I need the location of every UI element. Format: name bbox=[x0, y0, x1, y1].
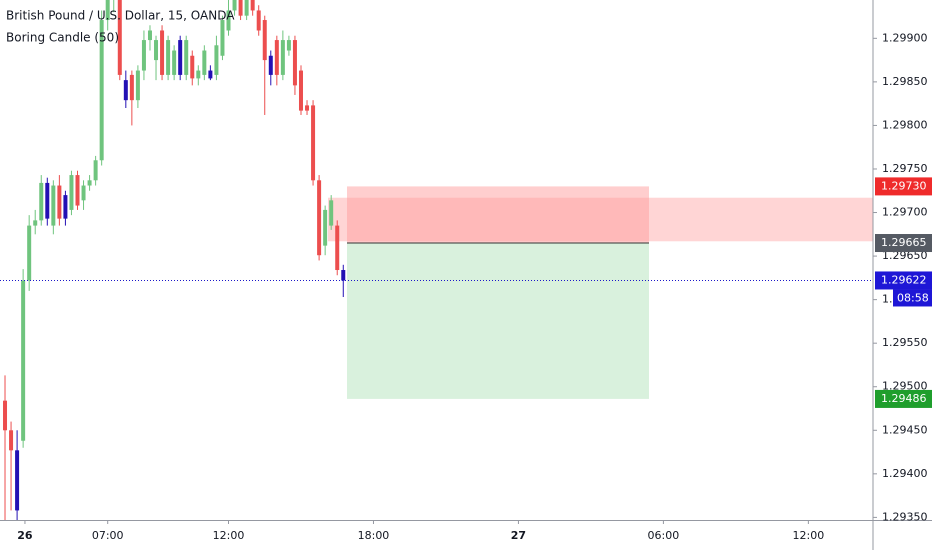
last-price-label: 1.29622 bbox=[881, 273, 927, 286]
candle-body bbox=[292, 40, 297, 86]
candle-body bbox=[184, 40, 189, 75]
candle-body bbox=[9, 430, 14, 451]
candle-body bbox=[27, 225, 32, 281]
entry-price-box bbox=[875, 234, 932, 253]
y-tick-label: 1.29650 bbox=[882, 249, 928, 262]
candle-body bbox=[274, 40, 279, 75]
candle-body bbox=[323, 209, 328, 246]
candle-body bbox=[341, 270, 346, 281]
plot-area bbox=[0, 0, 873, 520]
stop-zone bbox=[347, 186, 649, 244]
candle-body bbox=[3, 400, 8, 431]
candle-body bbox=[196, 70, 201, 79]
axes: 1.29350 1.29400 1.29450 1.29500 1.29550 1.296… bbox=[17, 31, 932, 542]
candle-body bbox=[123, 80, 128, 101]
candle-body bbox=[160, 30, 165, 75]
candle-body bbox=[238, 0, 243, 16]
candle-body bbox=[117, 0, 122, 75]
y-tick-label: 1.29550 bbox=[882, 336, 928, 349]
stop-price-box bbox=[875, 177, 932, 196]
y-tick-label: 1.29450 bbox=[882, 423, 928, 436]
y-tick-label: 1.29850 bbox=[882, 75, 928, 88]
candle-body bbox=[286, 40, 291, 51]
stop-price-label: 1.29730 bbox=[881, 179, 927, 192]
candle-body bbox=[268, 55, 273, 75]
candle-body bbox=[87, 180, 92, 186]
candle-body bbox=[129, 74, 134, 101]
y-tick-label: 1.29400 bbox=[882, 467, 928, 480]
target-price-box bbox=[875, 389, 932, 408]
candle-body bbox=[244, 0, 249, 16]
candle-body bbox=[93, 160, 98, 181]
x-tick-label: 18:00 bbox=[358, 529, 390, 542]
candle-body bbox=[45, 182, 50, 219]
x-tick-label: 26 bbox=[17, 529, 33, 542]
x-tick-label: 12:00 bbox=[793, 529, 825, 542]
candle-body bbox=[178, 40, 183, 75]
candle-body bbox=[202, 50, 207, 75]
candle-body bbox=[21, 280, 26, 441]
candle-body bbox=[256, 10, 261, 31]
x-tick-label: 07:00 bbox=[92, 529, 124, 542]
target-zone bbox=[347, 243, 649, 399]
candle-body bbox=[208, 70, 213, 79]
candle-body bbox=[135, 70, 140, 101]
candle-body bbox=[81, 185, 86, 201]
x-tick-label: 12:00 bbox=[213, 529, 245, 542]
candle-body bbox=[214, 45, 219, 75]
chart-title: British Pound / U.S. Dollar, 15, OANDA bbox=[6, 9, 235, 23]
countdown-box bbox=[893, 289, 932, 307]
candle-body bbox=[99, 20, 104, 161]
y-tick-label: 1.29900 bbox=[882, 31, 928, 44]
candle-body bbox=[63, 195, 68, 219]
y-tick-label: 1.29700 bbox=[882, 206, 928, 219]
candle-body bbox=[105, 0, 110, 21]
candle-body bbox=[262, 20, 267, 61]
candle-body bbox=[51, 185, 56, 226]
candle-body bbox=[311, 105, 316, 181]
candle-body bbox=[172, 50, 177, 75]
candle-body bbox=[329, 200, 334, 226]
candle-body bbox=[154, 40, 159, 61]
candle-body bbox=[166, 40, 171, 75]
x-tick-label: 27 bbox=[511, 529, 526, 542]
entry-price-label: 1.29665 bbox=[881, 236, 927, 249]
candle-body bbox=[232, 0, 237, 11]
candle-body bbox=[298, 70, 303, 111]
last-price-box bbox=[875, 271, 932, 290]
candle-body bbox=[39, 182, 44, 221]
candle-body bbox=[141, 40, 146, 71]
countdown-label: 08:58 bbox=[897, 291, 929, 304]
candle-body bbox=[147, 30, 152, 41]
candle-body bbox=[226, 10, 231, 31]
candle-body bbox=[305, 105, 310, 111]
y-tick-label: 1.29750 bbox=[882, 162, 928, 175]
y-tick-label: 1.29500 bbox=[882, 380, 928, 393]
candle-body bbox=[190, 55, 195, 79]
candle-body bbox=[280, 40, 285, 75]
candle-body bbox=[317, 180, 322, 256]
y-tick-label: 1.29350 bbox=[882, 510, 928, 523]
candle-body bbox=[57, 185, 62, 219]
candle-body bbox=[250, 0, 255, 11]
x-tick-label: 06:00 bbox=[648, 529, 680, 542]
candle-body bbox=[69, 175, 74, 210]
candle-body bbox=[75, 175, 80, 206]
candle-body bbox=[15, 450, 20, 511]
y-tick-label: 1.29800 bbox=[882, 118, 928, 131]
candle-body bbox=[335, 225, 340, 271]
target-price-label: 1.29486 bbox=[881, 392, 927, 405]
indicator-name: Boring Candle (50) bbox=[6, 31, 119, 45]
candle-body bbox=[33, 220, 38, 226]
candle-body bbox=[220, 20, 225, 56]
